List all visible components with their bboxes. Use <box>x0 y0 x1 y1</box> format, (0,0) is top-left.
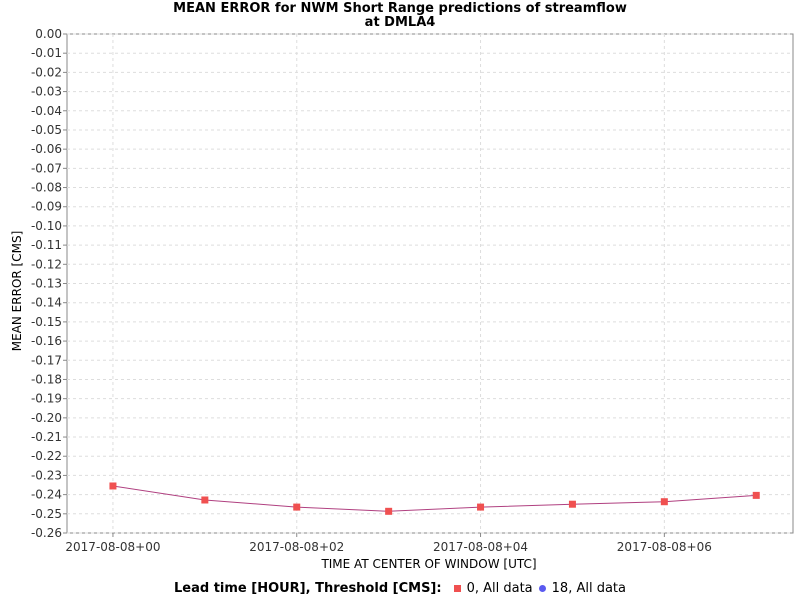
y-tick-label: -0.24 <box>31 488 62 502</box>
y-tick-label: -0.14 <box>31 296 62 310</box>
grid <box>67 33 793 534</box>
chart-title-line-1: MEAN ERROR for NWM Short Range predictio… <box>173 1 627 16</box>
data-point <box>109 482 117 490</box>
y-tick-label: 0.00 <box>35 27 62 41</box>
y-tick-label: -0.19 <box>31 392 62 406</box>
y-tick-label: -0.25 <box>31 507 62 521</box>
y-axis-label: MEAN ERROR [CMS] <box>10 231 24 352</box>
y-tick-label: -0.18 <box>31 372 62 386</box>
data-point <box>477 503 485 511</box>
data-point <box>201 496 209 504</box>
data-point <box>752 491 760 499</box>
y-tick-label: -0.16 <box>31 334 62 348</box>
chart-title-line-2: at DMLA4 <box>365 15 436 30</box>
y-tick-label: -0.10 <box>31 219 62 233</box>
y-tick-label: -0.23 <box>31 468 62 482</box>
data-point <box>385 507 393 515</box>
x-tick-label: 2017-08-08+04 <box>433 540 528 554</box>
y-tick-label: -0.08 <box>31 181 62 195</box>
y-tick-label: -0.07 <box>31 161 62 175</box>
y-tick-label: -0.15 <box>31 315 62 329</box>
x-axis-label: TIME AT CENTER OF WINDOW [UTC] <box>320 557 536 571</box>
y-tick-label: -0.05 <box>31 123 62 137</box>
series-group <box>109 482 760 515</box>
y-tick-label: -0.22 <box>31 449 62 463</box>
y-tick-label: -0.12 <box>31 257 62 271</box>
y-tick-label: -0.03 <box>31 85 62 99</box>
y-tick-label: -0.06 <box>31 142 62 156</box>
legend-title: Lead time [HOUR], Threshold [CMS]: <box>173 580 442 596</box>
y-tick-label: -0.17 <box>31 353 62 367</box>
y-tick-label: -0.20 <box>31 411 62 425</box>
legend-circle-marker-icon <box>538 584 546 592</box>
legend-label-series-1: 18, All data <box>551 580 626 596</box>
y-tick-label: -0.01 <box>31 46 62 60</box>
y-tick-label: -0.09 <box>31 200 62 214</box>
series-line-0 <box>112 485 757 512</box>
y-tick-label: -0.26 <box>31 526 62 540</box>
x-axis: 2017-08-08+00 2017-08-08+02 2017-08-08+04 2… <box>65 533 712 554</box>
y-axis: 0.00 -0.01 -0.02 -0.03 -0.04 -0.05 -0.06 -0.07 -… <box>31 27 67 540</box>
y-tick-label: -0.13 <box>31 277 62 291</box>
legend-square-marker-icon <box>453 584 461 592</box>
data-point <box>660 498 668 506</box>
data-point <box>568 500 576 508</box>
x-tick-label: 2017-08-08+02 <box>249 540 344 554</box>
legend-item-series-0: 0, All data <box>453 580 533 596</box>
y-tick-label: -0.02 <box>31 65 62 79</box>
x-tick-label: 2017-08-08+06 <box>617 540 712 554</box>
y-tick-label: -0.04 <box>31 104 62 118</box>
y-tick-label: -0.11 <box>31 238 62 252</box>
legend-label-series-0: 0, All data <box>466 580 533 596</box>
legend-item-series-1: 18, All data <box>538 580 626 596</box>
x-tick-label: 2017-08-08+00 <box>65 540 160 554</box>
y-tick-label: -0.21 <box>31 430 62 444</box>
data-point <box>293 503 301 511</box>
legend: Lead time [HOUR], Threshold [CMS]: 0, Al… <box>0 578 800 598</box>
